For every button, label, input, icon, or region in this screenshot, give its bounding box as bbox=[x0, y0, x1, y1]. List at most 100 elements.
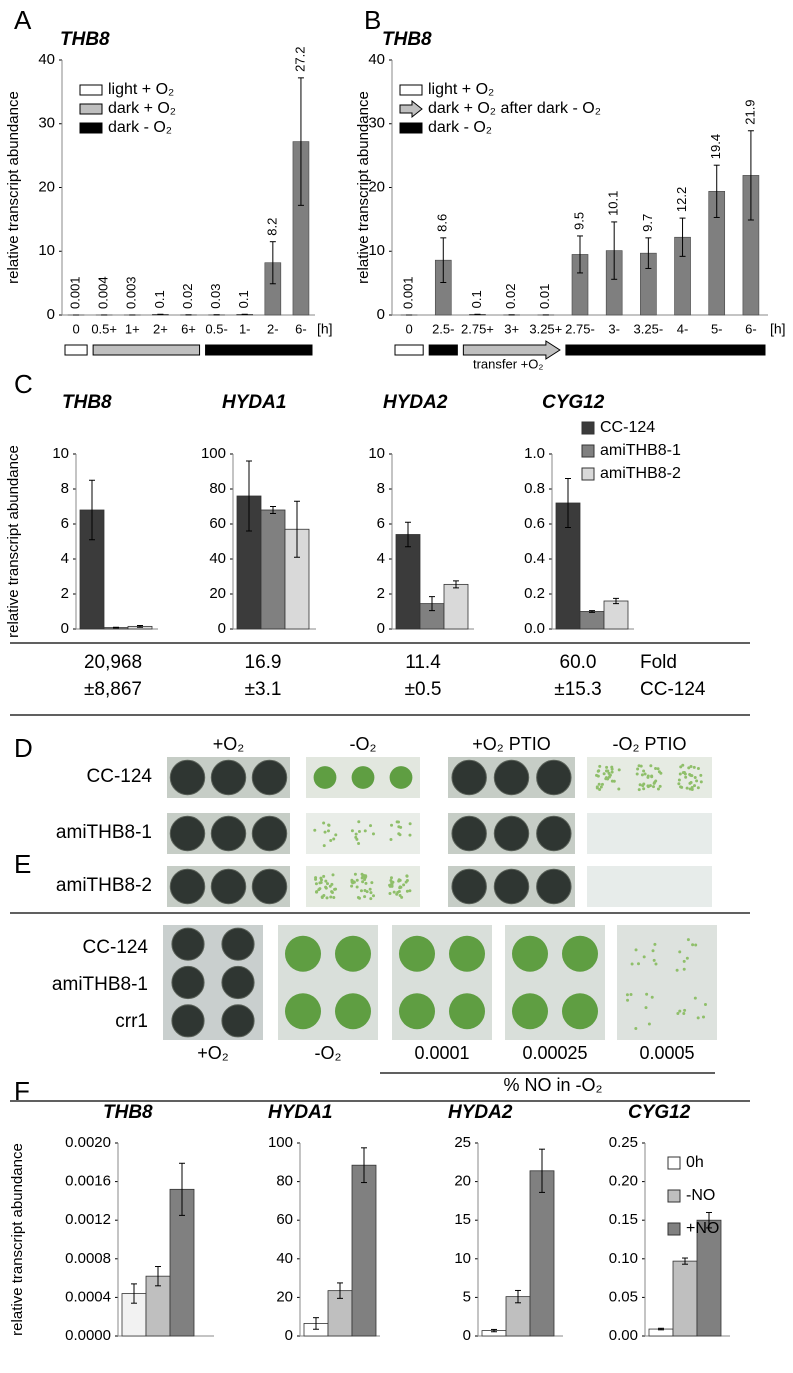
speck bbox=[630, 962, 634, 966]
speck bbox=[656, 787, 660, 791]
y-tick-label: 0 bbox=[463, 1327, 471, 1344]
y-tick-label: 80 bbox=[209, 480, 226, 497]
speck bbox=[626, 998, 630, 1002]
x-tick-label: 6- bbox=[745, 321, 757, 336]
row-label: amiTHB8-1 bbox=[52, 974, 148, 995]
speck bbox=[675, 968, 679, 972]
legend-swatch bbox=[399, 84, 423, 96]
speck bbox=[638, 783, 642, 787]
speck bbox=[696, 786, 700, 790]
y-tick-label: 0 bbox=[285, 1327, 293, 1344]
legend-label: CC-124 bbox=[600, 419, 655, 436]
y-tick-label: 100 bbox=[201, 445, 226, 462]
value-label: 19.4 bbox=[708, 134, 723, 159]
x-tick-label: 4- bbox=[677, 321, 689, 336]
colony bbox=[210, 759, 247, 796]
photo bbox=[587, 813, 712, 854]
panel-label: E bbox=[14, 849, 31, 879]
colony bbox=[536, 815, 572, 852]
speck bbox=[322, 874, 326, 878]
colony bbox=[351, 766, 375, 789]
bar bbox=[672, 1260, 698, 1337]
value-label: 0.004 bbox=[96, 276, 111, 309]
x-tick-label: 1+ bbox=[125, 321, 140, 336]
x-tick-label: 3.25+ bbox=[529, 321, 562, 336]
speck bbox=[677, 782, 681, 786]
y-tick-label: 10 bbox=[368, 445, 385, 462]
chart-title: HYDA2 bbox=[383, 392, 448, 413]
speck bbox=[599, 785, 603, 789]
bar bbox=[529, 1170, 555, 1337]
speck bbox=[390, 823, 394, 827]
value-label: 0.001 bbox=[67, 276, 82, 309]
value-label: 0.1 bbox=[469, 290, 484, 308]
value-label: 9.7 bbox=[640, 214, 655, 232]
speck bbox=[645, 992, 649, 996]
colony bbox=[451, 815, 487, 852]
colony bbox=[221, 1004, 255, 1038]
speck bbox=[365, 890, 369, 894]
colony bbox=[536, 868, 572, 905]
y-axis-label: relative transcript abundance bbox=[5, 445, 22, 638]
speck bbox=[650, 775, 654, 779]
fold-value: ±8,867 bbox=[84, 679, 142, 700]
colony bbox=[169, 759, 206, 796]
y-tick-label: 0.0020 bbox=[65, 1134, 111, 1151]
colony bbox=[493, 815, 530, 852]
colony bbox=[285, 935, 321, 972]
x-tick-label: 1- bbox=[239, 321, 251, 336]
speck bbox=[693, 784, 697, 788]
y-tick-label: 0.8 bbox=[524, 480, 545, 497]
speck bbox=[648, 784, 652, 788]
y-axis-label: relative transcript abundance bbox=[355, 91, 372, 284]
speck bbox=[597, 782, 601, 786]
speck bbox=[651, 949, 655, 953]
fold-row-label: Fold bbox=[640, 652, 677, 673]
row-label: amiTHB8-2 bbox=[56, 875, 152, 896]
speck bbox=[686, 938, 690, 942]
speck bbox=[654, 962, 658, 966]
y-tick-label: 30 bbox=[368, 115, 385, 132]
speck bbox=[314, 876, 318, 880]
speck bbox=[355, 837, 359, 841]
speck bbox=[653, 780, 657, 784]
column-label: +O₂ bbox=[213, 734, 245, 754]
chart-title: HYDA1 bbox=[268, 1102, 332, 1123]
y-tick-label: 0.15 bbox=[609, 1211, 638, 1228]
y-tick-label: 0.00 bbox=[609, 1327, 638, 1344]
bar bbox=[443, 583, 469, 630]
colony bbox=[536, 759, 572, 796]
speck bbox=[318, 887, 322, 891]
colony bbox=[451, 759, 487, 796]
speck bbox=[598, 787, 602, 791]
speck bbox=[331, 873, 335, 877]
column-label: 0.00025 bbox=[522, 1043, 587, 1063]
fold-value: ±15.3 bbox=[554, 679, 601, 700]
fold-value: 60.0 bbox=[560, 652, 597, 673]
column-label: +O₂ PTIO bbox=[472, 734, 551, 754]
colony bbox=[171, 927, 205, 961]
colony bbox=[171, 1004, 205, 1038]
column-label: +O₂ bbox=[197, 1043, 229, 1063]
condition-bar bbox=[394, 344, 424, 356]
value-label: 10.1 bbox=[606, 191, 621, 216]
chart-title: CYG12 bbox=[628, 1102, 691, 1123]
speck bbox=[692, 765, 696, 769]
legend-label: dark - O₂ bbox=[108, 119, 172, 136]
value-label: 12.2 bbox=[674, 187, 689, 212]
panel-label: B bbox=[364, 5, 381, 35]
speck bbox=[368, 887, 372, 891]
value-label: 0.003 bbox=[124, 276, 139, 309]
speck bbox=[397, 889, 401, 893]
legend-label: amiTHB8-1 bbox=[600, 442, 681, 459]
fold-value: 11.4 bbox=[405, 652, 441, 673]
legend-label: dark - O₂ bbox=[428, 119, 492, 136]
speck bbox=[687, 766, 691, 770]
photo bbox=[587, 866, 712, 907]
speck bbox=[689, 764, 693, 768]
legend-swatch bbox=[581, 467, 595, 481]
legend-label: light + O₂ bbox=[428, 81, 494, 98]
y-tick-label: 6 bbox=[377, 515, 385, 532]
y-tick-label: 40 bbox=[276, 1250, 293, 1267]
speck bbox=[405, 889, 409, 893]
